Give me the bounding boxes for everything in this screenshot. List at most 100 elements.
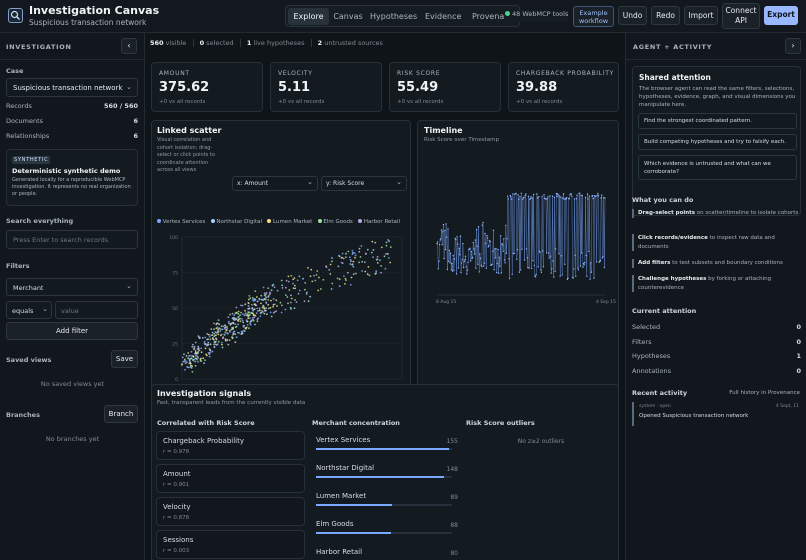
scatter-point[interactable] <box>218 327 221 330</box>
scatter-point[interactable] <box>239 317 241 320</box>
timeline-point[interactable] <box>548 257 550 259</box>
merchant-row[interactable]: Vertex Services 155 <box>312 433 462 457</box>
scatter-point[interactable] <box>200 351 203 354</box>
agent-prompt-button[interactable]: Find the strongest coordinated pattern. <box>638 113 797 129</box>
scatter-point[interactable] <box>269 291 271 294</box>
timeline-point[interactable] <box>526 257 528 259</box>
scatter-point[interactable] <box>234 323 237 325</box>
scatter-point[interactable] <box>182 360 185 363</box>
timeline-point[interactable] <box>442 224 445 226</box>
scatter-point[interactable] <box>385 253 387 255</box>
timeline-point[interactable] <box>516 258 518 261</box>
scatter-point[interactable] <box>197 348 200 351</box>
timeline-point[interactable] <box>551 195 554 197</box>
scatter-point[interactable] <box>195 354 197 357</box>
tab-hypotheses[interactable]: Hypotheses <box>370 12 418 21</box>
scatter-point[interactable] <box>285 279 288 282</box>
timeline-point[interactable] <box>563 198 565 200</box>
scatter-point[interactable] <box>216 326 219 329</box>
timeline-point[interactable] <box>463 260 465 263</box>
timeline-point[interactable] <box>525 193 527 195</box>
scatter-point[interactable] <box>350 276 353 279</box>
timeline-point[interactable] <box>582 262 585 265</box>
filter-operator-select[interactable]: equals ⌄ <box>6 301 52 319</box>
timeline-point[interactable] <box>567 277 569 279</box>
scatter-point[interactable] <box>224 339 227 342</box>
scatter-point[interactable] <box>267 303 270 306</box>
scatter-point[interactable] <box>202 357 205 360</box>
scatter-point[interactable] <box>193 345 196 348</box>
timeline-point[interactable] <box>575 198 578 200</box>
timeline-point[interactable] <box>574 254 576 256</box>
scatter-point[interactable] <box>220 328 222 331</box>
scatter-point[interactable] <box>251 304 253 306</box>
scatter-point[interactable] <box>388 240 391 243</box>
timeline-point[interactable] <box>547 196 549 198</box>
scatter-point[interactable] <box>247 317 250 320</box>
timeline-point[interactable] <box>584 261 586 264</box>
timeline-point[interactable] <box>472 256 474 259</box>
timeline-point[interactable] <box>501 243 503 245</box>
scatter-point[interactable] <box>188 359 191 362</box>
scatter-point[interactable] <box>258 297 261 300</box>
scatter-point[interactable] <box>248 295 251 297</box>
timeline-point[interactable] <box>459 254 461 256</box>
scatter-point[interactable] <box>189 362 192 365</box>
timeline-point[interactable] <box>448 249 450 252</box>
timeline-point[interactable] <box>588 250 590 253</box>
scatter-point[interactable] <box>211 350 214 353</box>
scatter-point[interactable] <box>270 315 273 318</box>
timeline-point[interactable] <box>492 229 495 231</box>
scatter-point[interactable] <box>189 366 192 368</box>
scatter-point[interactable] <box>279 301 282 304</box>
scatter-point[interactable] <box>181 356 184 359</box>
scatter-point[interactable] <box>367 266 370 268</box>
timeline-point[interactable] <box>523 259 526 261</box>
scatter-point[interactable] <box>341 252 344 255</box>
timeline-point[interactable] <box>477 226 480 228</box>
timeline-point[interactable] <box>564 263 566 265</box>
scatter-point[interactable] <box>348 256 351 259</box>
scatter-point[interactable] <box>259 309 261 312</box>
scatter-point[interactable] <box>372 249 375 251</box>
scatter-point[interactable] <box>336 277 339 280</box>
scatter-point[interactable] <box>361 270 363 272</box>
save-view-button[interactable]: Save <box>111 350 138 368</box>
scatter-point[interactable] <box>261 306 264 309</box>
scatter-point[interactable] <box>233 314 236 317</box>
scatter-point[interactable] <box>315 274 318 276</box>
scatter-point[interactable] <box>328 269 331 271</box>
scatter-point[interactable] <box>191 371 194 373</box>
scatter-point[interactable] <box>269 306 272 309</box>
scatter-point[interactable] <box>256 307 259 310</box>
scatter-point[interactable] <box>376 255 379 258</box>
scatter-point[interactable] <box>232 317 235 319</box>
agent-prompt-button[interactable]: Build competing hypotheses and try to fa… <box>638 134 797 150</box>
timeline-point[interactable] <box>601 257 604 259</box>
scatter-point[interactable] <box>188 354 190 357</box>
timeline-point[interactable] <box>506 238 508 240</box>
scatter-point[interactable] <box>187 352 190 354</box>
scatter-point[interactable] <box>262 286 265 289</box>
timeline-point[interactable] <box>446 268 449 271</box>
scatter-point[interactable] <box>316 270 319 272</box>
branch-button[interactable]: Branch <box>104 405 138 423</box>
scatter-point[interactable] <box>220 341 223 344</box>
timeline-point[interactable] <box>570 193 572 195</box>
scatter-point[interactable] <box>256 318 259 321</box>
timeline-point[interactable] <box>489 240 491 243</box>
timeline-point[interactable] <box>483 265 485 267</box>
scatter-point[interactable] <box>220 325 223 328</box>
scatter-point[interactable] <box>280 311 283 314</box>
scatter-point[interactable] <box>235 325 238 328</box>
scatter-point[interactable] <box>210 328 213 330</box>
timeline-point[interactable] <box>530 196 532 198</box>
timeline-point[interactable] <box>585 254 587 257</box>
scatter-point[interactable] <box>270 299 272 302</box>
scatter-point[interactable] <box>251 307 254 310</box>
scatter-point[interactable] <box>243 314 246 317</box>
scatter-point[interactable] <box>235 317 237 320</box>
timeline-point[interactable] <box>603 266 606 269</box>
timeline-point[interactable] <box>464 259 466 261</box>
timeline-point[interactable] <box>550 272 552 274</box>
